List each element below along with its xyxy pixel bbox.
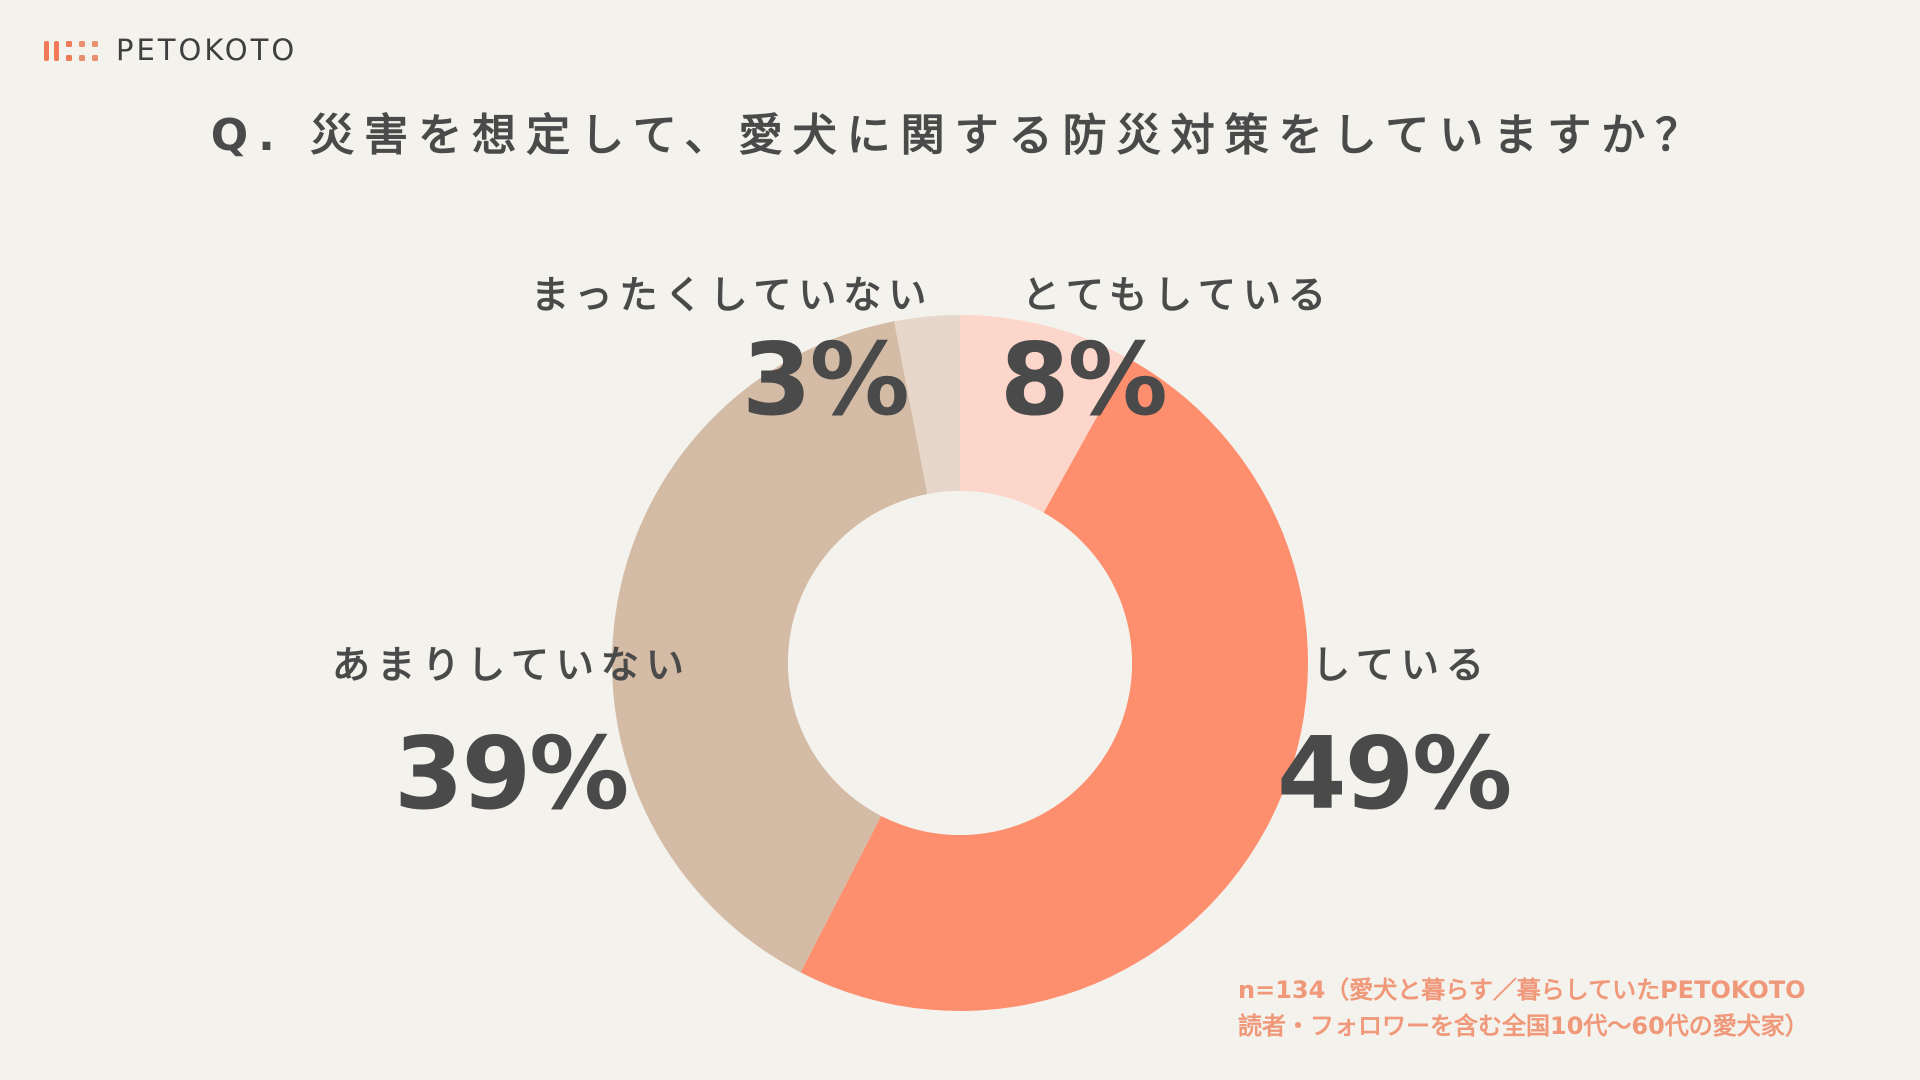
slice-label-yes: している	[1312, 643, 1491, 687]
logo-mark-icon	[44, 40, 98, 61]
slice-value-not-at-all: 3%	[742, 321, 910, 438]
slice-not-much	[612, 321, 928, 973]
slice-very-much	[960, 315, 1130, 513]
logo-text: PETOKOTO	[116, 33, 298, 67]
slice-yes	[800, 358, 1309, 1012]
sample-note: n=134（愛犬と暮らす／暮らしていたPETOKOTO 読者・フォロワーを含む全…	[1238, 972, 1809, 1044]
donut-hole	[788, 491, 1132, 835]
petokoto-logo: PETOKOTO	[44, 36, 297, 65]
slice-label-not-much: あまりしていない	[332, 643, 691, 687]
slice-value-very-much: 8%	[1000, 321, 1168, 438]
slice-label-very-much: とてもしている	[1022, 273, 1333, 317]
question-title: Q. 災害を想定して、愛犬に関する防災対策をしていますか？	[210, 110, 1710, 161]
sample-note-line-2: 読者・フォロワーを含む全国10代〜60代の愛犬家）	[1238, 1012, 1809, 1040]
slice-value-not-much: 39%	[394, 715, 629, 832]
sample-note-line-1: n=134（愛犬と暮らす／暮らしていたPETOKOTO	[1238, 976, 1806, 1004]
slice-not-at-all	[894, 315, 960, 495]
slice-value-yes: 49%	[1277, 715, 1512, 832]
slice-label-not-at-all: まったくしていない	[531, 273, 934, 317]
